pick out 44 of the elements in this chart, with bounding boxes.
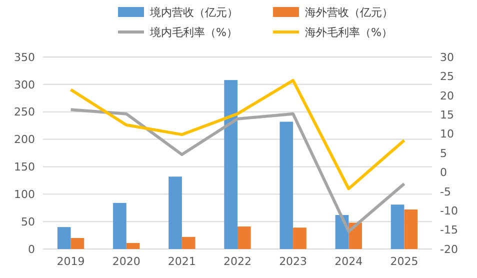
bar xyxy=(390,204,404,249)
y2-tick-label: 25 xyxy=(440,70,454,84)
y-tick-label: 50 xyxy=(21,215,35,228)
x-tick-label: 2021 xyxy=(168,255,196,268)
y-tick-label: 0 xyxy=(28,242,35,256)
y2-tick-label: 0 xyxy=(440,166,447,180)
y-tick-label: 200 xyxy=(14,133,35,146)
bar xyxy=(126,242,140,249)
bar xyxy=(57,227,71,249)
bar xyxy=(224,80,238,249)
y-tick-label: 350 xyxy=(14,50,35,64)
y2-tick-label: -20 xyxy=(440,242,458,256)
bar xyxy=(168,176,182,249)
bar xyxy=(293,228,306,249)
y-tick-label: 300 xyxy=(14,78,35,92)
line-series xyxy=(69,108,406,233)
y-tick-label: 150 xyxy=(14,160,35,174)
x-tick-label: 2024 xyxy=(334,255,363,268)
line-series xyxy=(69,78,406,190)
bar xyxy=(404,210,418,249)
y2-tick-label: 10 xyxy=(440,128,454,141)
x-tick-label: 2025 xyxy=(390,255,418,268)
bar xyxy=(113,202,126,249)
bar xyxy=(182,236,196,249)
x-tick-label: 2022 xyxy=(224,255,252,268)
bar xyxy=(280,122,294,249)
y-tick-label: 250 xyxy=(14,106,35,119)
x-tick-label: 2023 xyxy=(279,255,308,268)
legend-label: 境内营收（亿元） xyxy=(149,6,238,19)
legend-label: 海外营收（亿元） xyxy=(305,6,393,19)
legend-label: 海外毛利率（%） xyxy=(305,26,392,39)
y-tick-label: 100 xyxy=(14,188,35,201)
y2-tick-label: -5 xyxy=(440,185,451,198)
y2-tick-label: -10 xyxy=(440,204,458,218)
x-tick-label: 2020 xyxy=(112,255,140,268)
bar xyxy=(70,238,84,249)
y2-tick-label: 30 xyxy=(440,50,454,64)
y2-tick-label: 5 xyxy=(440,146,447,160)
bar xyxy=(238,226,251,249)
legend-label: 境内毛利率（%） xyxy=(149,26,238,39)
x-tick-label: 2019 xyxy=(56,255,85,268)
y2-tick-label: 15 xyxy=(440,108,454,122)
y2-tick-label: -15 xyxy=(440,224,458,237)
y2-tick-label: 20 xyxy=(440,89,454,102)
